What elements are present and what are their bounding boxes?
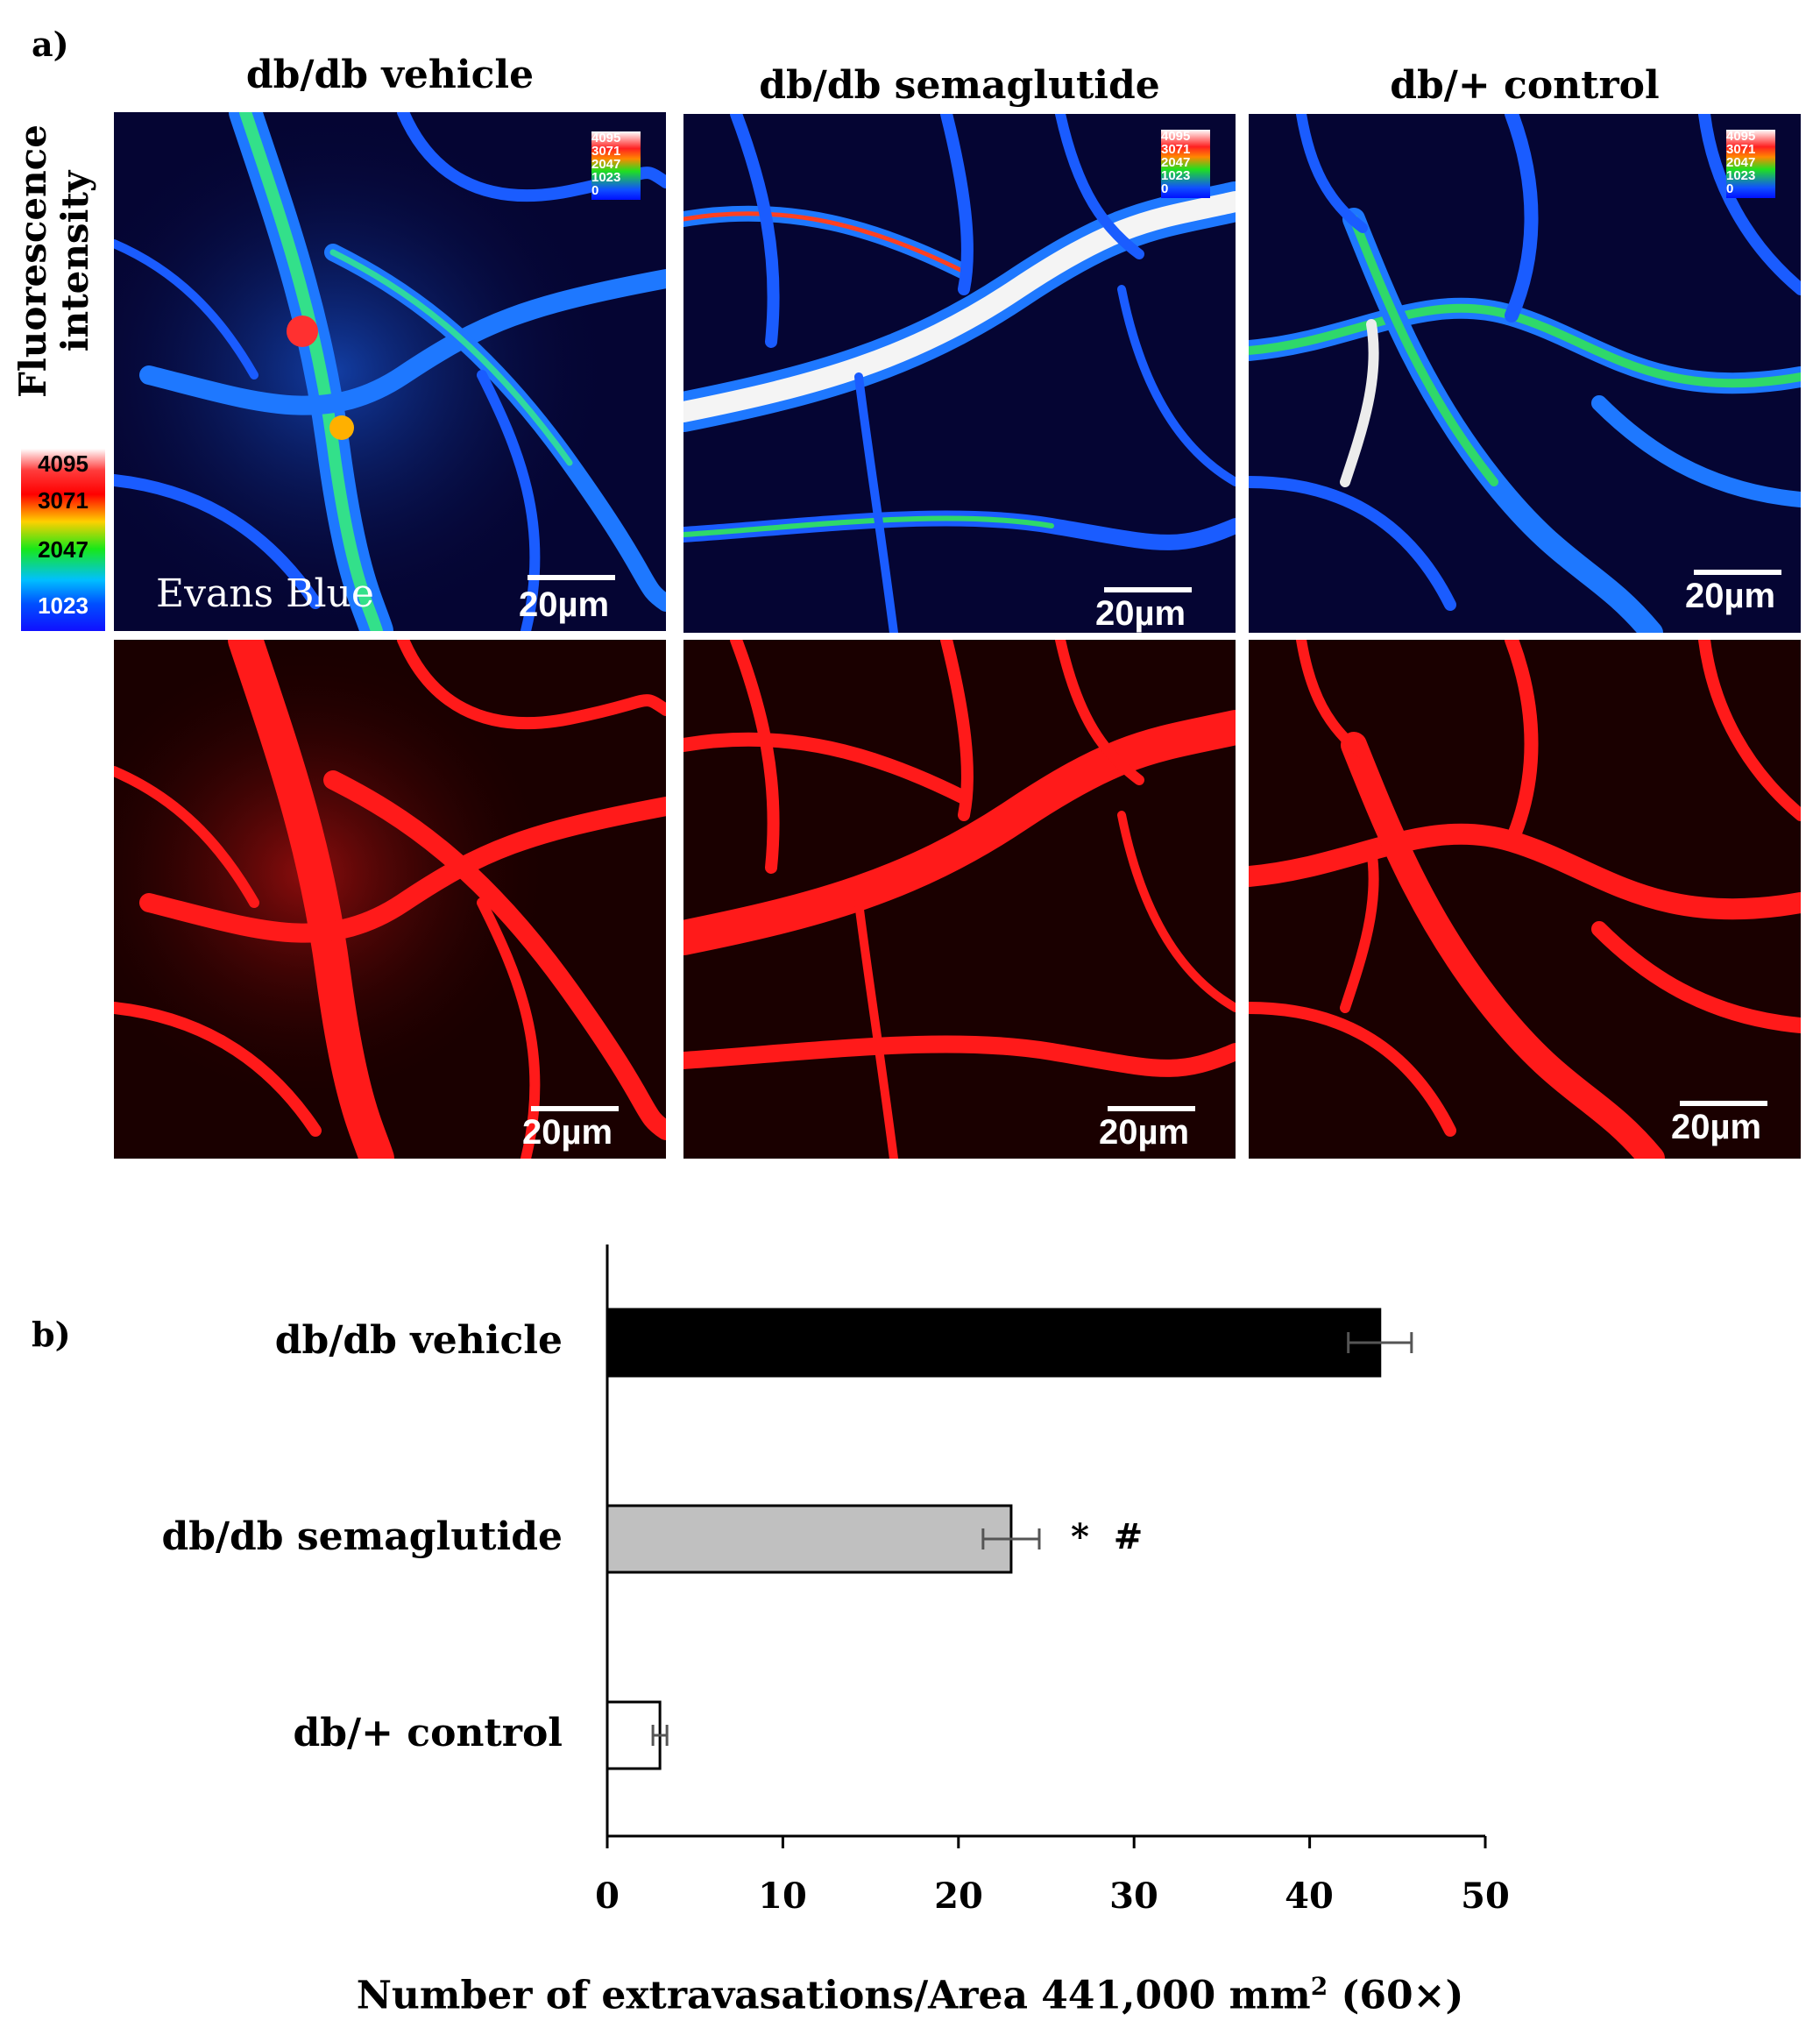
scale-bar-label: 20µm	[1685, 577, 1776, 615]
scale-bar-label: 20µm	[1671, 1108, 1762, 1146]
bar-1	[605, 1504, 1013, 1574]
x-tick-label: 30	[1109, 1876, 1158, 1917]
x-tick-label: 10	[758, 1876, 807, 1917]
colorbar-tick-4095: 4095	[38, 450, 89, 477]
mini-colorbar-tick: 2047	[1726, 155, 1756, 170]
colorbar-tick-3071: 3071	[38, 487, 89, 514]
x-axis-title-tail: (60×)	[1328, 1973, 1464, 2018]
mini-colorbar-tick: 3071	[1726, 142, 1756, 157]
mini-colorbar-tick: 3071	[1161, 142, 1191, 157]
mini-colorbar-tick: 4095	[1161, 129, 1191, 144]
colorbar-tick-2047: 2047	[38, 536, 89, 563]
x-tick-label: 20	[934, 1876, 983, 1917]
x-tick-label: 40	[1285, 1876, 1334, 1917]
fluorescence-title-line2: intensity	[53, 170, 96, 352]
x-axis-title: Number of extravasations/Area 441,000 mm…	[0, 1972, 1820, 2018]
column-title-vehicle: db/db vehicle	[245, 53, 535, 97]
mini-colorbar-tick: 1023	[1726, 168, 1756, 183]
fluorescence-colorbar: 4095 3071 2047 1023	[21, 449, 105, 631]
red-semaglutide-image: 20µm	[683, 640, 1236, 1159]
bar-2	[605, 1700, 662, 1770]
category-label-vehicle: db/db vehicle	[274, 1318, 563, 1363]
mini-colorbar-tick: 1023	[1161, 168, 1191, 183]
panel-b-label: b)	[32, 1315, 71, 1354]
x-tick-label: 0	[595, 1876, 620, 1917]
bar-0	[605, 1308, 1382, 1378]
mini-colorbar-tick: 2047	[1161, 155, 1191, 170]
colorbar-tick-1023: 1023	[38, 592, 89, 619]
mini-colorbar: 4095 3071 2047 1023 0	[1726, 130, 1775, 198]
scale-bar-label: 20µm	[522, 1113, 613, 1152]
mini-colorbar-tick: 1023	[591, 170, 621, 185]
evans-blue-label: Evans Blue	[156, 571, 374, 616]
fluorescence-title-line1: Fluorescence	[11, 124, 54, 398]
significance-annotation: * #	[1071, 1516, 1144, 1557]
x-axis-title-superscript: 2	[1310, 1972, 1328, 2001]
x-tick-label: 50	[1461, 1876, 1510, 1917]
scale-bar-line	[531, 1106, 619, 1111]
x-axis-title-main: Number of extravasations/Area 441,000 mm	[356, 1973, 1311, 2018]
mini-colorbar-tick: 0	[591, 183, 599, 198]
category-label-semaglutide: db/db semaglutide	[161, 1514, 563, 1559]
mini-colorbar: 4095 3071 2047 1023 0	[591, 131, 641, 200]
mini-colorbar-tick: 3071	[591, 144, 621, 159]
heatmap-semaglutide-image: 4095 3071 2047 1023 0 20µm	[683, 114, 1236, 633]
heatmap-vehicle-image: 4095 3071 2047 1023 0 Evans Blue 20µm	[114, 112, 666, 631]
scale-bar-line	[1694, 570, 1781, 575]
mini-colorbar-tick: 4095	[1726, 129, 1756, 144]
heatmap-control-image: 4095 3071 2047 1023 0 20µm	[1249, 114, 1801, 633]
mini-colorbar-tick: 0	[1726, 181, 1734, 196]
mini-colorbar-tick: 2047	[591, 157, 621, 172]
red-vehicle-image: 20µm	[114, 640, 666, 1159]
fluorescence-intensity-title: Fluorescence intensity	[11, 121, 96, 401]
scale-bar-line	[1680, 1101, 1767, 1106]
scale-bar-label: 20µm	[1099, 1113, 1190, 1152]
category-label-control: db/+ control	[293, 1711, 563, 1755]
scale-bar-line	[528, 575, 615, 580]
scale-bar-label: 20µm	[519, 585, 610, 624]
mini-colorbar-tick: 4095	[591, 131, 621, 145]
column-title-semaglutide: db/db semaglutide	[759, 63, 1160, 108]
scale-bar-line	[1108, 1106, 1195, 1111]
red-control-image: 20µm	[1249, 640, 1801, 1159]
scale-bar-label: 20µm	[1095, 594, 1186, 633]
column-title-control: db/+ control	[1390, 63, 1660, 108]
mini-colorbar: 4095 3071 2047 1023 0	[1161, 130, 1210, 198]
scale-bar-line	[1104, 587, 1192, 592]
panel-a-label: a)	[32, 25, 69, 64]
mini-colorbar-tick: 0	[1161, 181, 1169, 196]
